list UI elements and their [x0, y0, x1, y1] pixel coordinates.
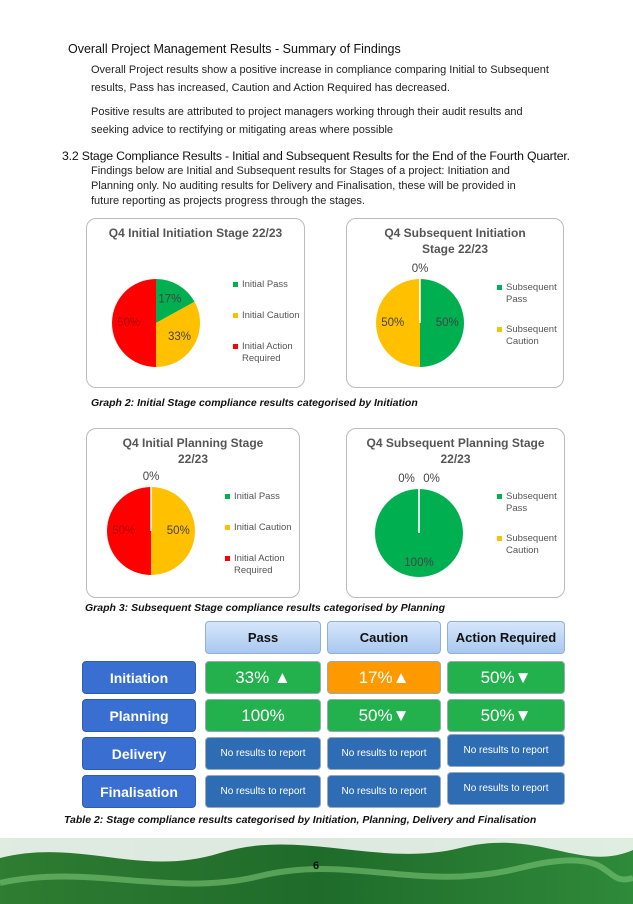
legend: Subsequent Pass Subsequent Caution: [497, 491, 576, 575]
pie-label: 50%: [436, 317, 459, 329]
table-cell: 50%▼: [447, 661, 565, 694]
legend-item: Initial Caution: [225, 522, 304, 534]
pie-label: 0%: [398, 473, 415, 485]
section-heading: 3.2 Stage Compliance Results - Initial a…: [62, 149, 570, 163]
section-paragraph: Findings below are Initial and Subsequen…: [91, 165, 516, 207]
table-header: Pass: [205, 621, 321, 654]
summary-paragraph: Positive results are attributed to proje…: [91, 106, 523, 136]
pie-label: 0%: [412, 263, 429, 275]
legend-item: Subsequent Pass: [497, 282, 576, 306]
table-cell: No results to report: [327, 775, 441, 808]
table-cell: 33% ▲: [205, 661, 321, 694]
legend-item: Initial Caution: [233, 310, 312, 322]
table-cell: No results to report: [205, 775, 321, 808]
legend: Initial Pass Initial Caution Initial Actio…: [233, 279, 312, 384]
legend: Subsequent Pass Subsequent Caution: [497, 282, 576, 366]
legend-item: Initial Action Required: [225, 553, 304, 577]
page-number: 6: [313, 860, 319, 872]
table-cell: 100%: [205, 699, 321, 732]
row-label: Delivery: [82, 737, 196, 770]
pie-label: 50%: [381, 317, 404, 329]
footer-wave: [0, 857, 633, 887]
legend-item: Subsequent Caution: [497, 533, 576, 557]
legend-label: Initial Action Required: [234, 553, 285, 576]
chart-box: Q4 Subsequent Initiation Stage 22/23 50% 5…: [346, 218, 564, 388]
legend-swatch: [233, 344, 238, 349]
row-label: Finalisation: [82, 775, 196, 808]
pie-slice: [107, 487, 151, 575]
pie: 0% 50% 50%: [107, 471, 195, 575]
legend-swatch: [225, 494, 230, 499]
table-header: Action Required: [447, 621, 565, 654]
footer-band: 6: [0, 838, 633, 904]
pie-slice: [112, 279, 156, 367]
table-cell: No results to report: [205, 737, 321, 770]
pie-label: 50%: [167, 525, 190, 537]
pie-slice: [156, 279, 195, 323]
chart-title: Q4 Initial Planning Stage 22/23: [122, 436, 264, 466]
chart-box: Q4 Subsequent Planning Stage 22/23 100% 0%…: [346, 428, 565, 598]
pie: 17% 33% 50%: [112, 279, 200, 367]
caption: Graph 2: Initial Stage compliance result…: [91, 397, 418, 409]
pie-label: 50%: [117, 317, 140, 329]
row-label: Initiation: [82, 661, 196, 694]
legend-label: Initial Caution: [242, 310, 300, 321]
pie-label: 50%: [112, 525, 135, 537]
legend-swatch: [233, 282, 238, 287]
pie: 100% 0% 0%: [375, 473, 463, 577]
summary-paragraph: Overall Project results show a positive …: [91, 64, 549, 94]
legend-label: Initial Pass: [242, 279, 288, 290]
pie-label: 100%: [404, 557, 433, 569]
summary-heading: Overall Project Management Results - Sum…: [68, 42, 401, 56]
legend-label: Initial Action Required: [242, 341, 293, 364]
pie-label: 33%: [168, 331, 191, 343]
legend-item: Subsequent Pass: [497, 491, 576, 515]
pie-label: 0%: [143, 471, 160, 483]
footer-wave: [0, 838, 633, 862]
caption: Graph 3: Subsequent Stage compliance res…: [85, 602, 446, 614]
legend-label: Subsequent Pass: [506, 491, 557, 514]
table-header: Caution: [327, 621, 441, 654]
row-label: Planning: [82, 699, 196, 732]
pie-label: 0%: [423, 473, 440, 485]
pie-label: 17%: [158, 294, 181, 306]
legend-swatch: [497, 285, 502, 290]
legend-item: Initial Pass: [233, 279, 312, 291]
chart-title: Q4 Subsequent Planning Stage 22/23: [366, 436, 545, 466]
legend-swatch: [497, 494, 502, 499]
table-cell: No results to report: [327, 737, 441, 770]
chart-title: Q4 Initial Initiation Stage 22/23: [108, 226, 283, 240]
legend-swatch: [497, 536, 502, 541]
legend-label: Subsequent Caution: [506, 324, 557, 347]
caption: Table 2: Stage compliance results catego…: [64, 814, 537, 826]
pie-slice: [156, 301, 200, 367]
legend-item: Initial Pass: [225, 491, 304, 503]
table-cell: 50%▼: [327, 699, 441, 732]
pie-slice: [376, 279, 420, 367]
table-cell: 50%▼: [447, 699, 565, 732]
legend-item: Initial Action Required: [233, 341, 312, 365]
legend-swatch: [225, 525, 230, 530]
legend-label: Subsequent Caution: [506, 533, 557, 556]
pie-slice: [420, 279, 464, 367]
legend: Initial Pass Initial Caution Initial Actio…: [225, 491, 304, 596]
table-cell: No results to report: [447, 772, 565, 805]
legend-label: Subsequent Pass: [506, 282, 557, 305]
legend-swatch: [497, 327, 502, 332]
legend-swatch: [233, 313, 238, 318]
pie-slice: [151, 487, 195, 575]
legend-label: Initial Caution: [234, 522, 292, 533]
legend-swatch: [225, 556, 230, 561]
legend-item: Subsequent Caution: [497, 324, 576, 348]
legend-label: Initial Pass: [234, 491, 280, 502]
table-cell: 17%▲: [327, 661, 441, 694]
chart-title: Q4 Subsequent Initiation Stage 22/23: [384, 226, 526, 256]
pie: 50% 50% 0%: [376, 263, 464, 367]
table-cell: No results to report: [447, 734, 565, 767]
chart-box: Q4 Initial Planning Stage 22/23 0% 50% 50% I…: [86, 428, 300, 598]
chart-box: Q4 Initial Initiation Stage 22/23 17% 33% 5…: [86, 218, 305, 388]
